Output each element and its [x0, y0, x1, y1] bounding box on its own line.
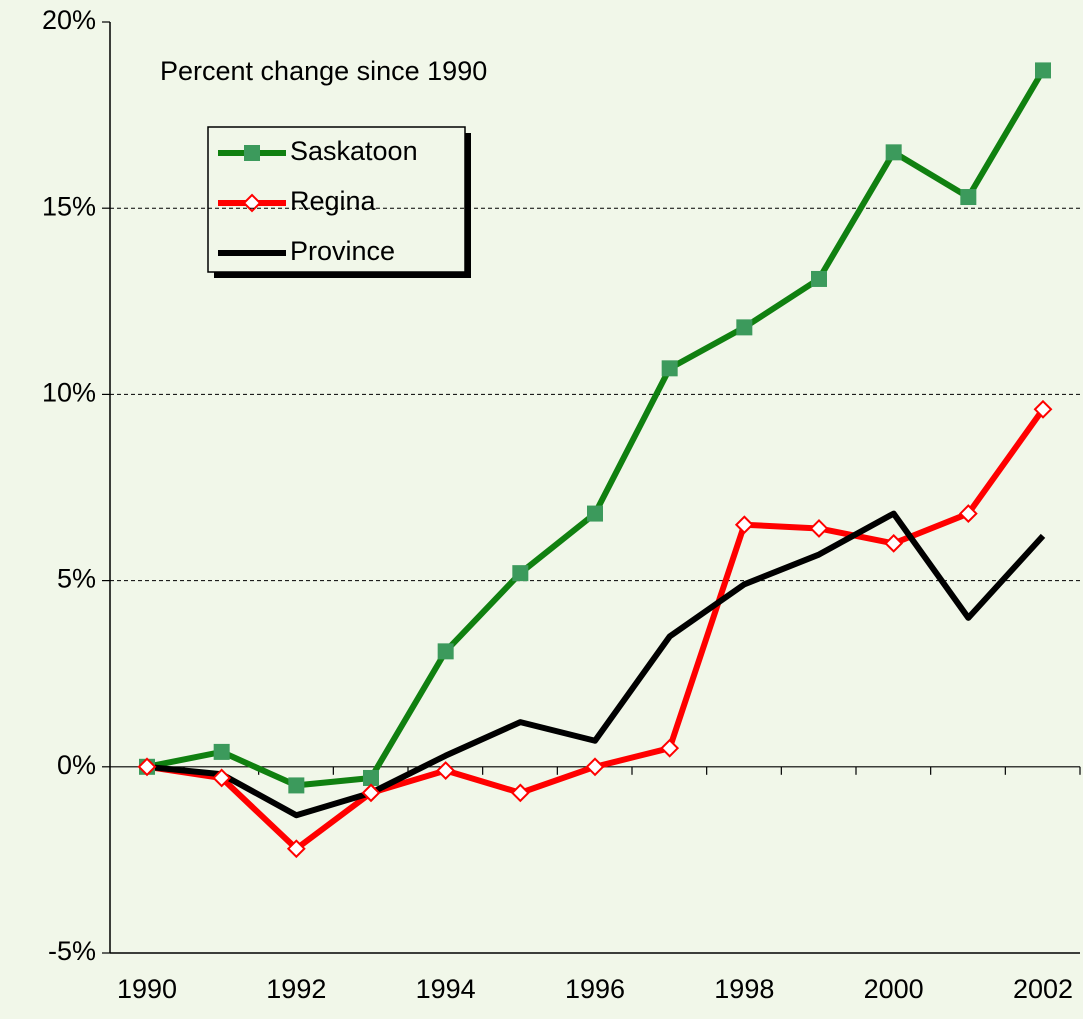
legend-label: Saskatoon	[290, 136, 418, 166]
x-tick-label: 2000	[864, 974, 924, 1004]
data-point	[437, 643, 454, 660]
data-point	[885, 144, 902, 161]
x-tick-label: 1992	[266, 974, 326, 1004]
data-point	[137, 757, 157, 777]
legend-marker	[244, 145, 260, 161]
data-point	[510, 783, 530, 803]
x-tick-label: 1990	[117, 974, 177, 1004]
legend-marker	[242, 193, 262, 213]
data-point	[361, 783, 381, 803]
series-line	[146, 510, 1046, 819]
legend: Saskatoon Regina Province	[207, 126, 471, 278]
data-point	[660, 738, 680, 758]
data-point	[811, 270, 827, 287]
data-point	[286, 839, 306, 859]
data-point	[661, 360, 678, 377]
y-tick-label: 10%	[42, 378, 96, 408]
data-point	[958, 504, 978, 523]
data-point	[436, 761, 456, 780]
data-point	[960, 189, 977, 206]
y-tick-label: -5%	[48, 936, 96, 966]
data-point	[809, 519, 829, 538]
data-point	[587, 505, 603, 522]
legend-label: Regina	[290, 186, 377, 216]
x-tick-label: 2002	[1013, 974, 1073, 1004]
data-point	[512, 565, 529, 582]
y-tick-label: 0%	[57, 750, 96, 780]
data-point	[884, 533, 904, 553]
data-point	[1035, 62, 1051, 79]
y-tick-label: 15%	[42, 191, 96, 221]
data-point	[585, 757, 605, 777]
x-tick-label: 1998	[714, 974, 774, 1004]
data-point	[736, 319, 753, 336]
y-tick-label: 20%	[42, 5, 96, 35]
data-point	[734, 515, 754, 535]
data-point	[288, 777, 305, 794]
legend-label: Province	[290, 236, 395, 266]
data-point	[213, 743, 230, 760]
series-line	[146, 407, 1046, 852]
x-tick-label: 1994	[416, 974, 476, 1004]
x-tick-label: 1996	[565, 974, 625, 1004]
data-point	[212, 768, 232, 788]
annotation: Percent change since 1990	[160, 56, 487, 86]
data-point	[1033, 399, 1053, 419]
y-tick-label: 5%	[57, 564, 96, 594]
data-point	[363, 769, 379, 786]
